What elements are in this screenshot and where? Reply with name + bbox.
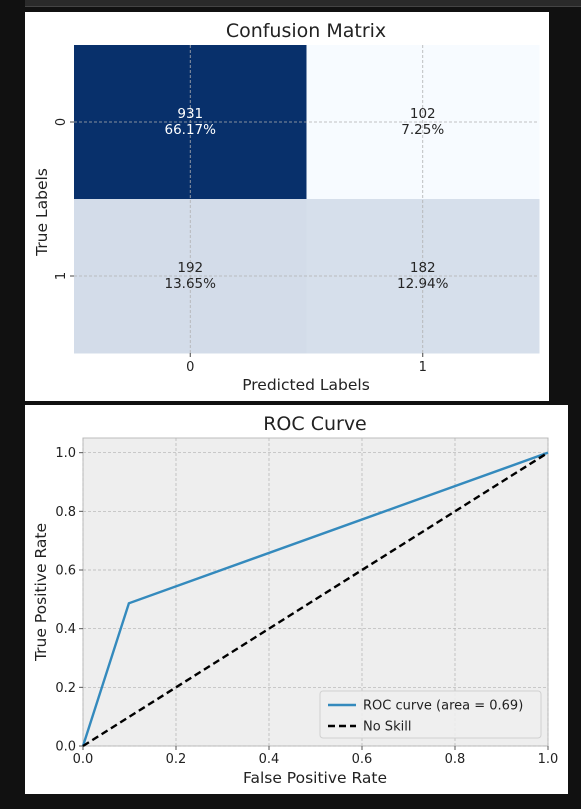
roc-xtick-label-0: 0.0 bbox=[73, 752, 94, 767]
roc-ytick-label-0: 0.0 bbox=[55, 740, 76, 755]
roc-xtick-label-2: 0.4 bbox=[259, 752, 280, 767]
roc-xtick-label-5: 1.0 bbox=[538, 752, 559, 767]
cm-ytick-label-1: 1 bbox=[54, 272, 69, 280]
cm-count-1-0: 192 bbox=[177, 260, 203, 276]
cm-xtick-label-0: 0 bbox=[186, 360, 194, 375]
roc-ytick-label-4: 0.8 bbox=[55, 505, 76, 520]
cm-percent-0-0: 66.17% bbox=[165, 122, 217, 138]
cm-ylabel: True Labels bbox=[33, 168, 51, 257]
roc-xtick-label-1: 0.2 bbox=[166, 752, 187, 767]
cm-count-0-0: 931 bbox=[177, 106, 203, 122]
roc-series-1 bbox=[82, 451, 549, 748]
cm-percent-1-0: 13.65% bbox=[165, 276, 217, 292]
roc-curve-panel: ROC Curve 0.0 0.2 0.4 0.6 0.8 1.0 0.0 0.2 0.4 0.6… bbox=[25, 405, 568, 794]
roc-series-0 bbox=[81, 451, 549, 747]
cm-percent-0-1: 7.25% bbox=[401, 122, 444, 138]
cm-title: Confusion Matrix bbox=[226, 20, 386, 42]
roc-ytick-label-3: 0.6 bbox=[55, 564, 76, 579]
cm-count-0-1: 102 bbox=[410, 106, 436, 122]
roc-ytick-label-2: 0.4 bbox=[55, 622, 76, 637]
roc-xtick-label-3: 0.6 bbox=[352, 752, 373, 767]
cm-xlabel: Predicted Labels bbox=[242, 376, 370, 394]
roc-curve-chart: ROC Curve 0.0 0.2 0.4 0.6 0.8 1.0 0.0 0.2 0.4 0.6… bbox=[32, 413, 559, 787]
roc-xlabel: False Positive Rate bbox=[243, 769, 387, 787]
cm-xtick-label-1: 1 bbox=[419, 360, 427, 375]
confusion-matrix-panel: Confusion Matrix 931 66.17% 102 7.25% 192 13.… bbox=[25, 12, 549, 401]
top-scroll-bar bbox=[25, 0, 581, 7]
cm-percent-1-1: 12.94% bbox=[397, 276, 449, 292]
roc-legend-label-1: No Skill bbox=[363, 720, 411, 735]
roc-ytick-label-1: 0.2 bbox=[55, 681, 76, 696]
cm-ytick-label-0: 0 bbox=[54, 118, 69, 126]
roc-xtick-label-4: 0.8 bbox=[445, 752, 466, 767]
roc-legend-box bbox=[319, 690, 542, 739]
roc-legend-label-0: ROC curve (area = 0.69) bbox=[363, 699, 523, 714]
roc-ytick-label-5: 1.0 bbox=[55, 446, 76, 461]
cm-count-1-1: 182 bbox=[410, 260, 436, 276]
roc-title: ROC Curve bbox=[263, 413, 367, 435]
roc-ylabel: True Positive Rate bbox=[32, 523, 50, 662]
